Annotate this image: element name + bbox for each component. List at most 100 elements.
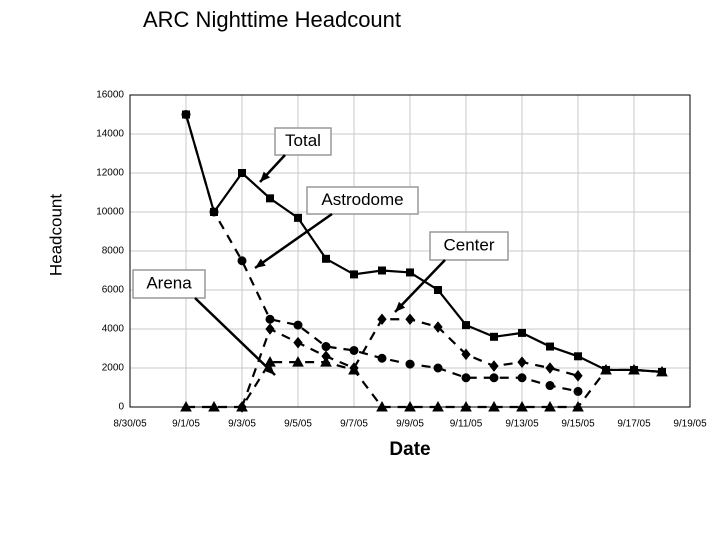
marker [377,313,387,326]
marker [544,400,556,412]
marker [489,360,499,372]
marker [434,286,442,294]
x-tick-label: 9/9/05 [396,419,424,430]
marker [462,321,470,330]
marker [350,270,358,279]
marker [432,400,444,412]
marker [293,336,303,349]
marker [322,254,330,263]
callout-label: Center [443,235,494,254]
marker [321,342,331,352]
marker [266,194,274,203]
series-line [186,361,663,409]
marker [489,373,499,383]
x-axis-label: Date [389,439,430,460]
marker [378,266,386,275]
callout-box [132,269,206,299]
marker [265,314,275,324]
x-tick-label: 9/13/05 [505,419,539,430]
marker [406,268,414,277]
y-tick-label: 14000 [96,129,124,140]
marker [572,400,584,412]
marker [461,373,471,383]
callout-box [429,231,509,261]
marker [405,359,415,369]
callout-label: Astrodome [321,190,403,209]
marker [348,363,360,375]
x-tick-label: 9/19/05 [673,419,707,430]
marker [209,207,219,217]
marker [349,345,359,355]
marker [405,313,415,326]
marker [181,110,191,119]
marker [433,321,443,333]
y-tick-label: 4000 [102,324,125,335]
marker [490,332,498,341]
x-tick-label: 9/3/05 [228,419,256,430]
marker [237,256,247,266]
x-tick-label: 8/30/05 [113,419,147,430]
marker [546,342,554,351]
callout-label: Total [285,131,321,150]
marker [545,362,555,374]
callout-box [306,186,419,215]
marker [516,400,528,412]
x-tick-label: 9/1/05 [172,419,200,430]
callout-arrow [394,259,446,313]
marker [573,369,583,382]
y-tick-label: 16000 [96,90,124,101]
marker [265,323,275,335]
chart-title: ARC Nighttime Headcount [143,7,401,32]
x-tick-label: 9/15/05 [561,419,595,430]
marker [488,400,500,412]
marker [236,400,248,412]
y-tick-label: 10000 [96,207,124,218]
x-tick-label: 9/5/05 [284,419,312,430]
y-tick-label: 12000 [96,168,124,179]
callout-arrow [194,297,276,376]
y-tick-label: 6000 [102,285,125,296]
marker [517,356,527,368]
marker [292,356,304,367]
marker [600,363,612,375]
callout: Astrodome [254,186,419,270]
marker [180,400,192,412]
callout-arrowhead [260,171,271,182]
marker [573,386,583,396]
callout: Center [394,231,509,313]
marker [376,400,388,412]
marker [628,363,640,375]
marker [293,320,303,330]
callout-arrowhead [264,364,275,375]
marker [656,365,668,377]
callout-arrowhead [395,301,406,312]
x-tick-label: 9/7/05 [340,419,368,430]
callout: Total [259,127,332,183]
marker [518,328,526,337]
marker [320,356,332,367]
y-tick-label: 8000 [102,246,125,257]
y-tick-label: 0 [118,402,124,413]
callout-arrowhead [255,258,266,268]
marker [517,373,527,383]
marker [404,400,416,412]
x-tick-label: 9/17/05 [617,419,651,430]
x-tick-label: 9/11/05 [450,419,483,430]
callout: Arena [132,269,276,376]
callout-arrow [254,212,333,270]
callout-label: Arena [146,273,192,292]
marker [460,400,472,412]
marker [545,381,555,391]
marker [377,353,387,363]
y-tick-label: 2000 [102,363,125,374]
marker [433,363,443,373]
callout-box [274,127,332,156]
marker [574,352,582,361]
marker [238,169,246,177]
y-axis-label: Headcount [46,194,65,277]
marker [294,213,302,222]
marker [461,348,471,361]
